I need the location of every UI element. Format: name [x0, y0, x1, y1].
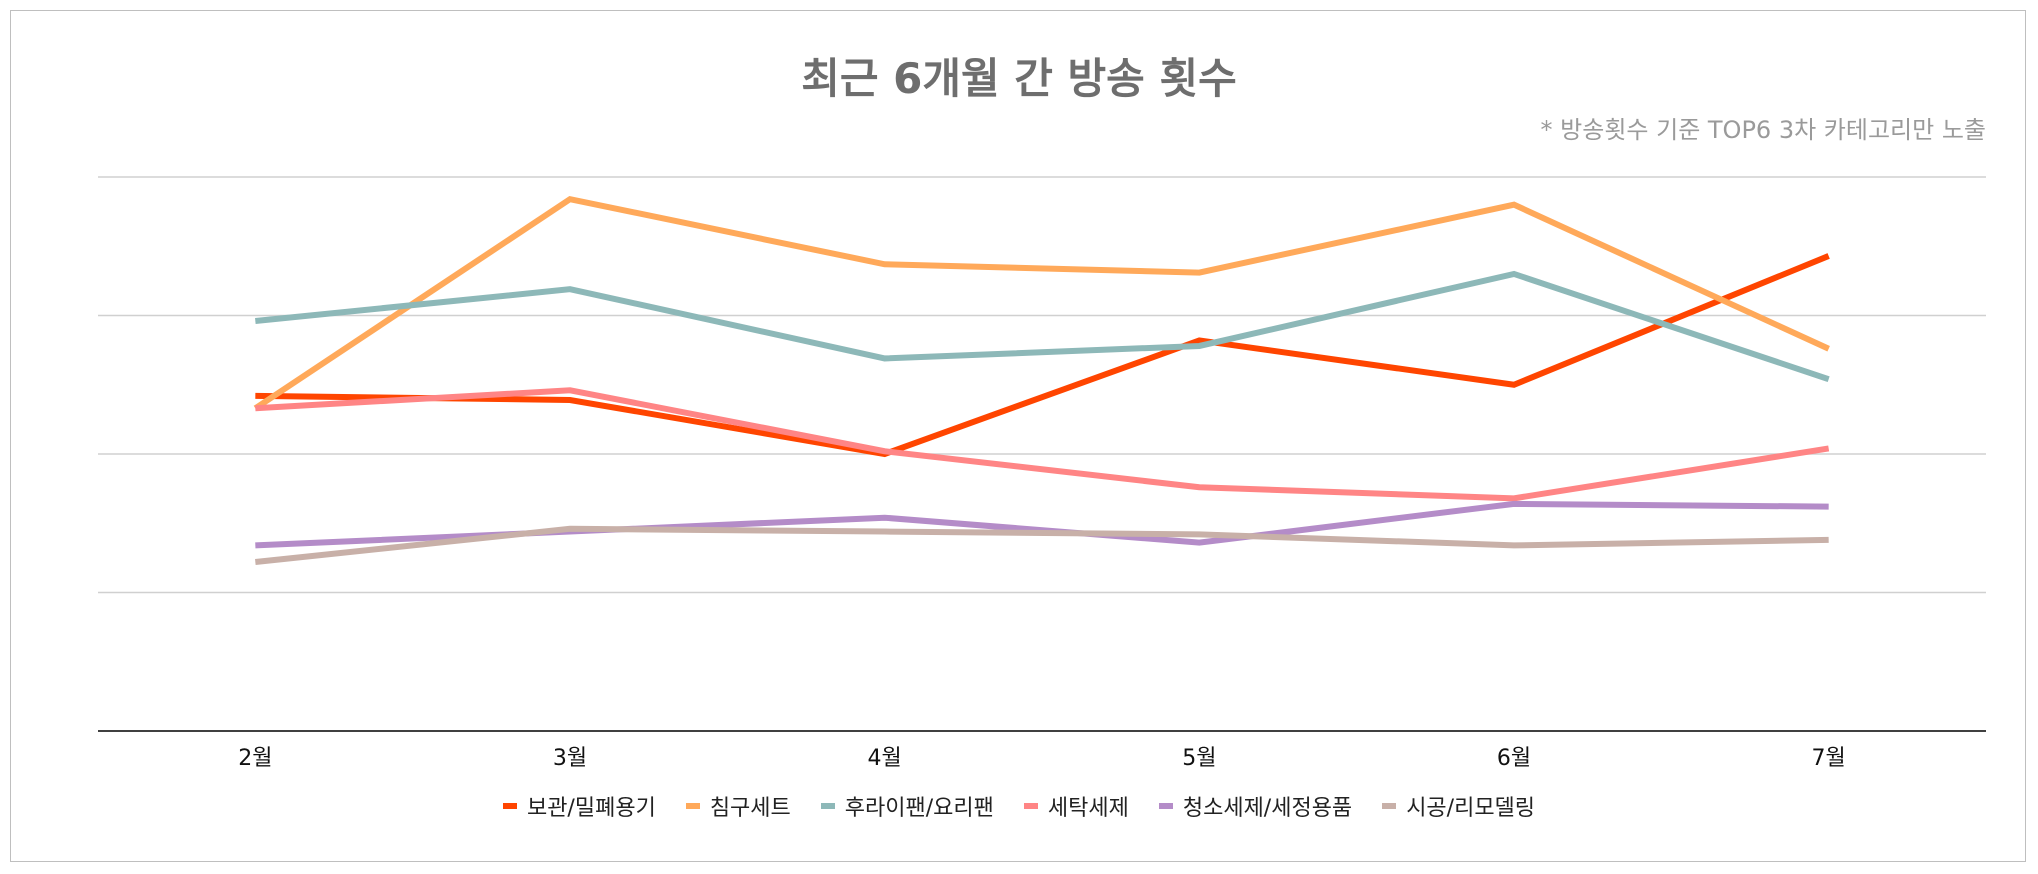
legend-item: 침구세트	[685, 790, 791, 822]
chart-legend: 보관/밀폐용기 침구세트 후라이팬/요리팬 세탁세제 청소세제/세정용품 시공/리모델링	[0, 790, 2038, 822]
legend-label: 세탁세제	[1047, 796, 1129, 821]
legend-swatch	[685, 803, 700, 809]
legend-item: 보관/밀폐용기	[502, 790, 656, 822]
series-line	[255, 525, 1829, 566]
x-tick-label: 5월	[1182, 746, 1216, 771]
legend-swatch	[1382, 803, 1397, 809]
legend-label: 시공/리모델링	[1406, 796, 1536, 821]
legend-item: 후라이팬/요리팬	[820, 790, 994, 822]
series-line	[255, 253, 1830, 458]
legend-label: 침구세트	[709, 796, 791, 821]
chart-subtitle: * 방송횟수 기준 TOP6 3차 카테고리만 노출	[1540, 116, 1986, 144]
legend-item: 청소세제/세정용품	[1158, 790, 1353, 822]
x-tick-label: 2월	[238, 746, 272, 771]
x-tick-label: 7월	[1812, 746, 1846, 771]
legend-label: 보관/밀폐용기	[526, 796, 656, 821]
legend-swatch	[820, 803, 835, 809]
legend-label: 청소세제/세정용품	[1182, 796, 1353, 821]
series-line	[255, 270, 1830, 383]
series-line	[253, 195, 1830, 411]
x-tick-label: 4월	[868, 746, 902, 771]
legend-label: 후라이팬/요리팬	[844, 796, 994, 821]
x-tick-label: 6월	[1497, 746, 1531, 771]
legend-swatch	[502, 803, 517, 809]
chart-frame	[10, 10, 2026, 862]
series-line	[255, 387, 1830, 502]
legend-item: 시공/리모델링	[1382, 790, 1535, 822]
chart-title: 최근 6개월 간 방송 횟수	[801, 54, 1237, 103]
x-tick-label: 3월	[553, 746, 587, 771]
legend-swatch	[1023, 803, 1038, 809]
legend-item: 세탁세제	[1023, 790, 1129, 822]
legend-swatch	[1158, 803, 1173, 809]
